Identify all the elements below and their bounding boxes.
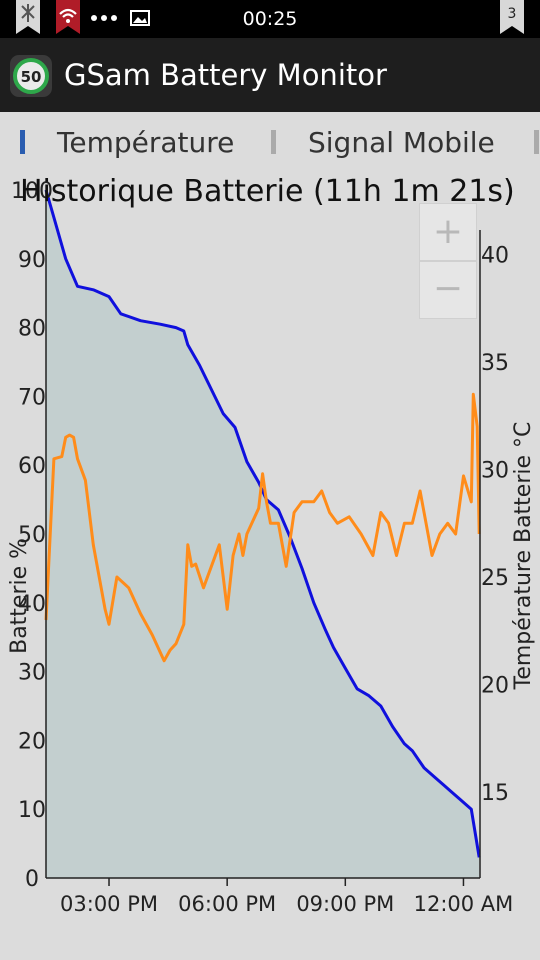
y-left-tick-label: 50 (18, 523, 46, 548)
y-left-tick-label: 30 (18, 661, 46, 686)
wifi-icon[interactable] (54, 0, 82, 36)
more-icon[interactable] (90, 12, 118, 24)
x-tick-label: 06:00 PM (178, 892, 276, 916)
plus-icon: + (432, 211, 464, 252)
y-left-tick-label: 80 (18, 317, 46, 342)
y-left-tick-label: 10 (18, 798, 46, 823)
y-right-tick-label: 15 (481, 781, 509, 806)
y-right-tick-label: 20 (481, 674, 509, 699)
y-right-tick-label: 25 (481, 566, 509, 591)
x-tick-label: 09:00 PM (296, 892, 394, 916)
notification-count: 3 (507, 6, 517, 22)
action-bar: 50 GSam Battery Monitor (0, 38, 540, 112)
y-left-tick-label: 60 (18, 454, 46, 479)
tab-signal-mobile[interactable]: Signal Mobile (308, 126, 495, 159)
minus-icon: − (432, 268, 464, 309)
app-title: GSam Battery Monitor (64, 58, 387, 92)
x-tick-label: 03:00 PM (60, 892, 158, 916)
y-left-tick-label: 100 (11, 179, 53, 204)
clock: 00:25 (242, 8, 298, 30)
app-logo-label: 50 (21, 68, 42, 86)
tab-indicator (271, 130, 276, 154)
y-right-tick-label: 40 (481, 244, 509, 269)
zoom-out-button[interactable]: − (419, 261, 477, 319)
temperature-series-line (44, 392, 481, 663)
status-bar: 00:25 3 (0, 0, 540, 38)
tab-indicator (20, 130, 25, 154)
tab-bar: Température Signal Mobile (0, 112, 540, 174)
tab-indicator (534, 130, 539, 154)
y-left-tick-label: 0 (25, 867, 39, 892)
y-right-tick-label: 30 (481, 459, 509, 484)
y-left-tick-label: 90 (18, 248, 46, 273)
battery-history-chart[interactable]: 0 10 20 30 40 50 60 70 80 90 100 15 20 25 30 35 40 03:00 … (0, 174, 540, 960)
battery-series-line (44, 189, 481, 858)
y-left-tick-label: 70 (18, 385, 46, 410)
x-tick-label: 12:00 AM (414, 892, 514, 916)
y-right-tick-label: 35 (481, 351, 509, 376)
y-left-tick-label: 20 (18, 729, 46, 754)
battery-area-fill (46, 190, 480, 878)
image-icon[interactable] (130, 10, 150, 26)
tab-temperature[interactable]: Température (57, 126, 235, 159)
y-left-tick-label: 40 (18, 592, 46, 617)
notification-icon[interactable] (14, 0, 42, 36)
app-logo-icon[interactable]: 50 (10, 55, 52, 97)
zoom-in-button[interactable]: + (419, 203, 477, 261)
notification-icon[interactable] (498, 0, 526, 36)
y-left-axis-label: Batterie % (7, 538, 32, 654)
y-right-axis-label: Température Batterie °C (511, 422, 536, 691)
